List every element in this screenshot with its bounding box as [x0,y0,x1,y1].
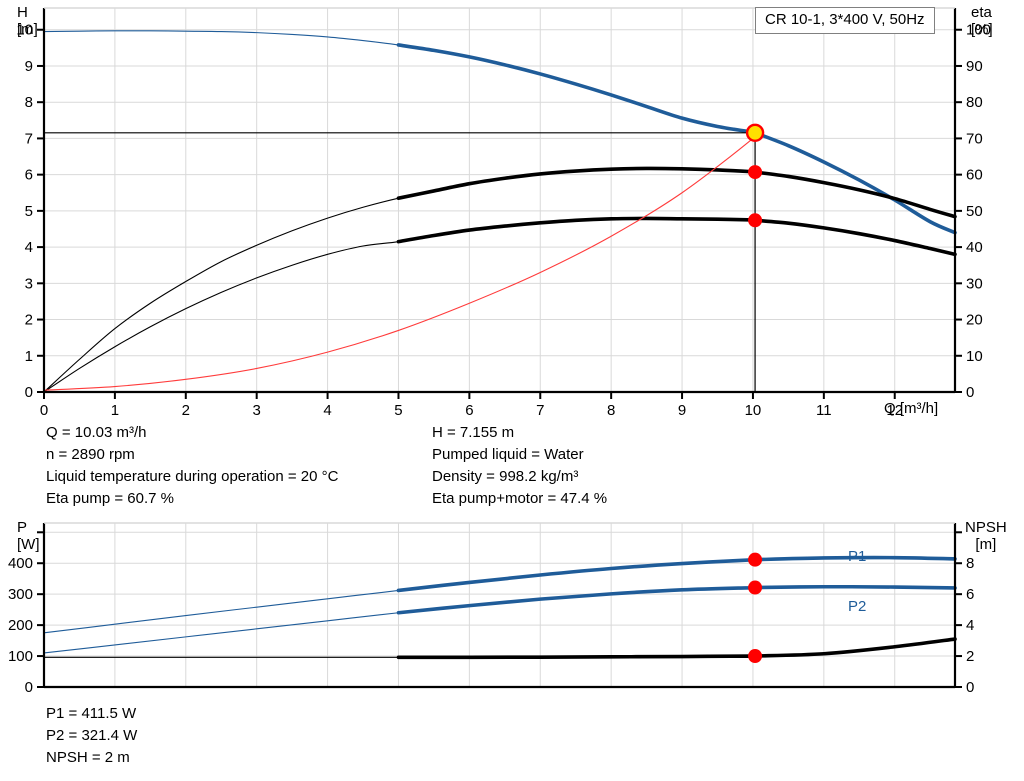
power-npsh-svg: 0 100 200 300 400 0 2 4 6 8 [8,522,974,696]
svg-text:10: 10 [16,22,33,39]
svg-text:1: 1 [111,402,119,419]
svg-text:0: 0 [25,679,33,696]
svg-text:2: 2 [966,648,974,665]
svg-text:4: 4 [323,402,331,419]
svg-text:80: 80 [966,94,983,111]
info-p1: P1 = 411.5 W [46,705,137,722]
top-chart-duty-markers [745,123,765,228]
curve-label-p1: P1 [848,548,867,565]
bottom-chart-curves [43,555,957,660]
svg-text:9: 9 [25,58,33,75]
svg-text:0: 0 [966,679,974,696]
svg-text:3: 3 [25,275,33,292]
svg-text:90: 90 [966,58,983,75]
svg-text:20: 20 [966,312,983,329]
svg-text:6: 6 [25,167,33,184]
svg-text:4: 4 [966,617,974,634]
bottom-chart-tick-labels: 0 100 200 300 400 0 2 4 6 8 [8,555,974,696]
bottom-chart-gridlines [44,523,955,687]
bottom-chart-axes [37,522,962,689]
svg-text:300: 300 [8,586,33,603]
svg-text:8: 8 [25,94,33,111]
info-liquid-temp: Liquid temperature during operation = 20… [46,468,339,485]
svg-text:7: 7 [536,402,544,419]
info-pumped-liquid: Pumped liquid = Water [432,446,584,463]
curve-label-p2: P2 [848,598,867,615]
svg-text:1: 1 [25,348,33,365]
info-npsh: NPSH = 2 m [46,749,130,766]
top-chart-gridlines [44,8,955,392]
svg-text:0: 0 [966,384,974,401]
svg-text:5: 5 [394,402,402,419]
info-p2: P2 = 321.4 W [46,727,138,744]
svg-text:30: 30 [966,275,983,292]
svg-text:9: 9 [678,402,686,419]
top-chart-axes [37,7,962,399]
info-eta-pump-motor: Eta pump+motor = 47.4 % [432,490,608,507]
top-chart-curves [43,30,957,393]
svg-text:11: 11 [816,402,832,419]
svg-text:100: 100 [8,648,33,665]
svg-text:0: 0 [40,402,48,419]
svg-text:10: 10 [966,348,983,365]
svg-text:200: 200 [8,617,33,634]
model-designation-box: CR 10-1, 3*400 V, 50Hz [755,7,935,34]
info-speed: n = 2890 rpm [46,446,135,463]
power-npsh-chart: 0 100 200 300 400 0 2 4 6 8 [0,515,1024,705]
svg-text:0: 0 [25,384,33,401]
svg-text:4: 4 [25,239,33,256]
svg-text:7: 7 [25,130,33,147]
bottom-chart-duty-markers [748,552,763,664]
svg-text:6: 6 [966,586,974,603]
svg-text:50: 50 [966,203,983,220]
svg-text:10: 10 [745,402,762,419]
info-flow-rate: Q = 10.03 m³/h [46,424,147,441]
model-designation-label: CR 10-1, 3*400 V, 50Hz [765,11,925,28]
svg-text:70: 70 [966,130,983,147]
svg-text:100: 100 [966,22,991,39]
svg-text:400: 400 [8,555,33,572]
svg-text:40: 40 [966,239,983,256]
head-efficiency-chart: 0 1 2 3 4 5 6 7 8 9 10 0 10 20 30 40 50 60 70 80 90 100 0 1 2 3 4 5… [16,7,991,419]
info-density: Density = 998.2 kg/m³ [432,468,579,485]
svg-text:3: 3 [253,402,261,419]
operating-data-right: H = 7.155 m Pumped liquid = Water Densit… [432,422,607,510]
operating-data-left: Q = 10.03 m³/h n = 2890 rpm Liquid tempe… [46,422,338,510]
svg-text:2: 2 [25,312,33,329]
svg-text:8: 8 [966,555,974,572]
info-head: H = 7.155 m [432,424,515,441]
svg-text:60: 60 [966,167,983,184]
svg-text:8: 8 [607,402,615,419]
svg-text:12: 12 [886,402,903,419]
power-data-block: P1 = 411.5 W P2 = 321.4 W NPSH = 2 m [46,703,137,769]
svg-text:6: 6 [465,402,473,419]
svg-text:5: 5 [25,203,33,220]
info-eta-pump: Eta pump = 60.7 % [46,490,174,507]
svg-text:2: 2 [182,402,190,419]
